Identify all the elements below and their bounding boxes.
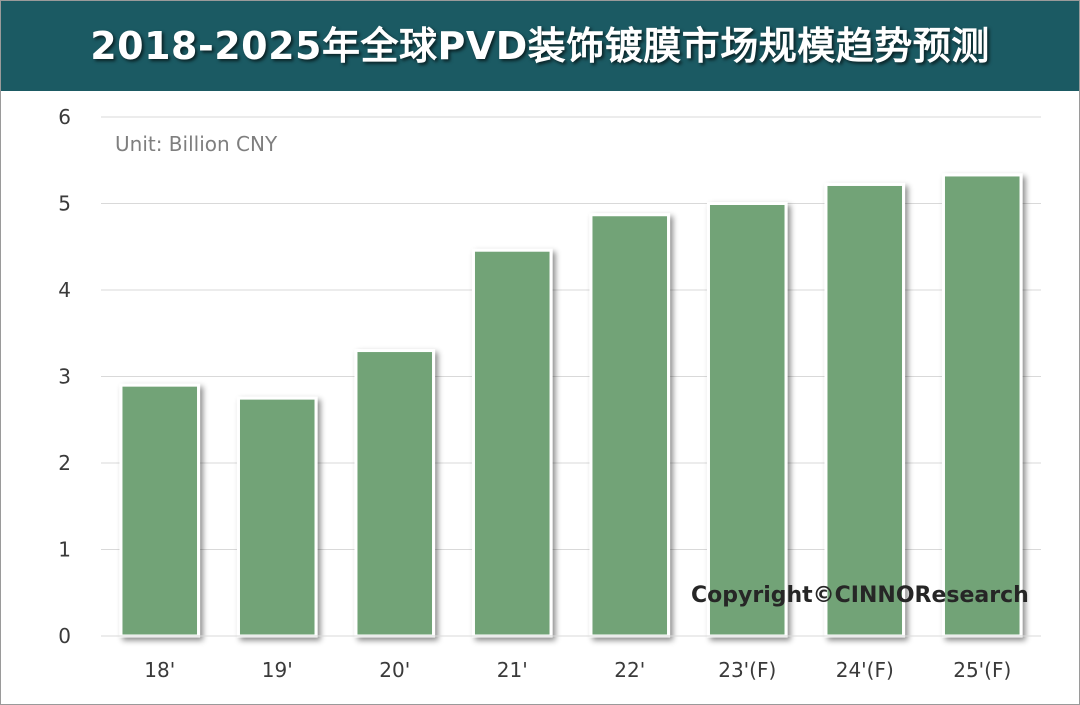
y-tick-label: 4 <box>58 278 71 302</box>
bar <box>119 383 201 638</box>
bar <box>941 173 1023 638</box>
bar <box>706 202 788 638</box>
bar <box>589 213 671 638</box>
y-tick-label: 0 <box>58 624 71 648</box>
x-tick-label: 24'(F) <box>836 658 894 682</box>
bar <box>471 248 553 638</box>
x-tick-label: 23'(F) <box>718 658 776 682</box>
bar <box>236 396 318 638</box>
bar <box>824 182 906 638</box>
x-tick-label: 18' <box>144 658 175 682</box>
title-banner: 2018-2025年全球PVD装饰镀膜市场规模趋势预测 <box>1 1 1079 91</box>
y-tick-label: 2 <box>58 451 71 475</box>
x-tick-label: 21' <box>497 658 528 682</box>
x-tick-label: 19' <box>262 658 293 682</box>
chart-title: 2018-2025年全球PVD装饰镀膜市场规模趋势预测 <box>90 24 990 68</box>
x-tick-label: 25'(F) <box>953 658 1011 682</box>
x-tick-label: 22' <box>614 658 645 682</box>
copyright-text: Copyright©CINNOResearch <box>691 583 1029 608</box>
y-tick-label: 5 <box>58 192 71 216</box>
y-tick-label: 6 <box>58 105 71 129</box>
bar <box>354 349 436 638</box>
unit-label: Unit: Billion CNY <box>115 132 278 156</box>
y-tick-label: 3 <box>58 365 71 389</box>
x-tick-label: 20' <box>379 658 410 682</box>
y-tick-label: 1 <box>58 538 71 562</box>
